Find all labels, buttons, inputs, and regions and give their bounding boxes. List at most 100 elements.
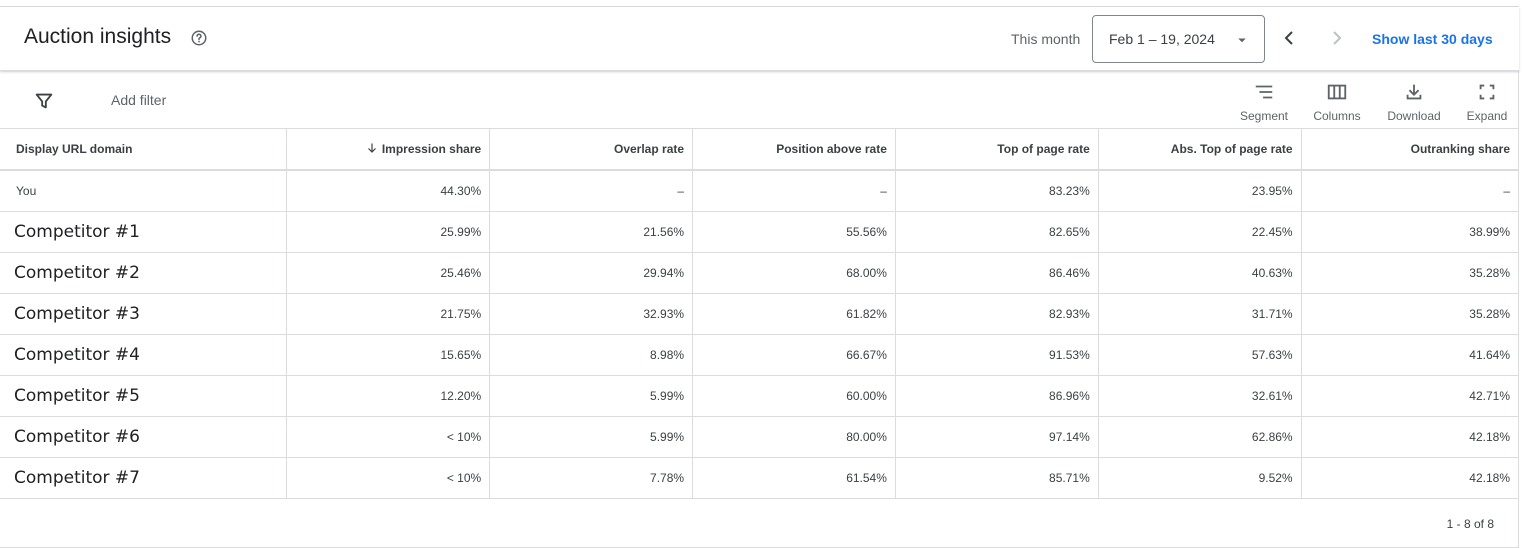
columns-icon [1327, 84, 1347, 100]
page-title: Auction insights [24, 25, 172, 48]
auction-insights-card: Auction insights This month Feb 1 – 19, … [0, 6, 1519, 548]
domain-cell: Competitor #7 [0, 457, 288, 499]
table-row: Competitor #4 15.65% 8.98% 66.67% 91.53%… [0, 334, 1518, 376]
top-of-page-rate-cell: 82.65% [895, 211, 1099, 253]
expand-label: Expand [1466, 109, 1508, 123]
abs-top-of-page-rate-cell: 57.63% [1098, 334, 1302, 376]
domain-cell: Competitor #3 [0, 293, 288, 335]
download-button[interactable]: Download [1383, 81, 1445, 125]
abs-top-of-page-rate-cell: 40.63% [1098, 252, 1302, 294]
segment-icon [1255, 85, 1273, 99]
column-header-label: Impression share [381, 142, 482, 156]
column-header-top-of-page-rate[interactable]: Top of page rate [895, 129, 1099, 171]
top-of-page-rate-cell: 86.96% [895, 375, 1099, 417]
impression-share-cell: 21.75% [286, 293, 491, 335]
download-icon [1406, 84, 1422, 100]
abs-top-of-page-rate-cell: 23.95% [1098, 170, 1302, 212]
overlap-rate-cell: 5.99% [489, 375, 694, 417]
position-above-rate-cell: 60.00% [692, 375, 896, 417]
top-of-page-rate-cell: 91.53% [895, 334, 1099, 376]
domain-cell: Competitor #2 [0, 252, 288, 294]
date-range-value: Feb 1 – 19, 2024 [1109, 31, 1215, 47]
download-label: Download [1387, 109, 1441, 123]
auction-insights-table: Display URL domain Impression share Over… [0, 129, 1518, 499]
overlap-rate-cell: 21.56% [489, 211, 694, 253]
overlap-rate-cell: 7.78% [489, 457, 694, 499]
outranking-share-cell: 42.71% [1301, 375, 1518, 417]
position-above-rate-cell: 61.82% [692, 293, 896, 335]
chevron-right-icon[interactable] [1325, 26, 1349, 50]
range-label: This month [1011, 31, 1081, 47]
top-of-page-rate-cell: 85.71% [895, 457, 1099, 499]
domain-cell: Competitor #6 [0, 416, 288, 458]
column-header-label: Outranking share [1410, 142, 1510, 156]
column-header-label: Position above rate [776, 142, 887, 156]
outranking-share-cell: 42.18% [1301, 457, 1518, 499]
abs-top-of-page-rate-cell: 9.52% [1098, 457, 1302, 499]
position-above-rate-cell: 66.67% [692, 334, 896, 376]
abs-top-of-page-rate-cell: 31.71% [1098, 293, 1302, 335]
sort-down-arrow-icon [367, 143, 376, 153]
columns-label: Columns [1313, 109, 1361, 123]
column-header-domain[interactable]: Display URL domain [0, 129, 288, 171]
expand-button[interactable]: Expand [1462, 81, 1512, 125]
column-header-outranking-share[interactable]: Outranking share [1301, 129, 1518, 171]
show-last-30-days-link[interactable]: Show last 30 days [1372, 31, 1493, 47]
column-header-overlap-rate[interactable]: Overlap rate [489, 129, 694, 171]
impression-share-cell: 12.20% [286, 375, 491, 417]
date-range-select[interactable]: Feb 1 – 19, 2024 [1092, 15, 1265, 63]
position-above-rate-cell: 61.54% [692, 457, 896, 499]
abs-top-of-page-rate-cell: 62.86% [1098, 416, 1302, 458]
filter-icon[interactable] [33, 90, 55, 112]
table-row: You 44.30% – – 83.23% 23.95% – [0, 170, 1518, 212]
abs-top-of-page-rate-cell: 22.45% [1098, 211, 1302, 253]
impression-share-cell: 15.65% [286, 334, 491, 376]
table-row: Competitor #6 < 10% 5.99% 80.00% 97.14% … [0, 416, 1518, 458]
table-row: Competitor #7 < 10% 7.78% 61.54% 85.71% … [0, 457, 1518, 499]
columns-button[interactable]: Columns [1309, 81, 1365, 125]
column-header-label: Abs. Top of page rate [1170, 142, 1293, 156]
add-filter-button[interactable]: Add filter [111, 92, 167, 108]
column-header-abs-top-of-page-rate[interactable]: Abs. Top of page rate [1098, 129, 1302, 171]
pagination-summary: 1 - 8 of 8 [1446, 517, 1494, 531]
help-circle-icon[interactable] [190, 29, 208, 47]
domain-cell: Competitor #4 [0, 334, 288, 376]
outranking-share-cell: 35.28% [1301, 293, 1518, 335]
abs-top-of-page-rate-cell: 32.61% [1098, 375, 1302, 417]
outranking-share-cell: 41.64% [1301, 334, 1518, 376]
chevron-left-icon[interactable] [1277, 26, 1301, 50]
top-of-page-rate-cell: 97.14% [895, 416, 1099, 458]
segment-label: Segment [1239, 109, 1289, 123]
segment-button[interactable]: Segment [1236, 81, 1292, 125]
overlap-rate-cell: 32.93% [489, 293, 694, 335]
column-header-label: Overlap rate [614, 142, 685, 156]
card-header: Auction insights This month Feb 1 – 19, … [0, 7, 1519, 71]
overlap-rate-cell: 29.94% [489, 252, 694, 294]
table-row: Competitor #1 25.99% 21.56% 55.56% 82.65… [0, 211, 1518, 253]
table-row: Competitor #3 21.75% 32.93% 61.82% 82.93… [0, 293, 1518, 335]
domain-cell: Competitor #5 [0, 375, 288, 417]
column-header-impression-share[interactable]: Impression share [286, 129, 491, 171]
outranking-share-cell: 42.18% [1301, 416, 1518, 458]
domain-cell: You [0, 170, 288, 212]
dropdown-caret-icon [1238, 38, 1246, 43]
overlap-rate-cell: – [489, 170, 694, 212]
top-of-page-rate-cell: 86.46% [895, 252, 1099, 294]
expand-icon [1479, 84, 1495, 100]
position-above-rate-cell: 80.00% [692, 416, 896, 458]
column-header-label: Display URL domain [16, 142, 133, 156]
table-row: Competitor #2 25.46% 29.94% 68.00% 86.46… [0, 252, 1518, 294]
outranking-share-cell: 35.28% [1301, 252, 1518, 294]
table-header-row: Display URL domain Impression share Over… [0, 129, 1518, 171]
outranking-share-cell: – [1301, 170, 1518, 212]
top-of-page-rate-cell: 83.23% [895, 170, 1099, 212]
table-toolbar: Add filter Segment Columns Download [0, 72, 1519, 129]
outranking-share-cell: 38.99% [1301, 211, 1518, 253]
top-of-page-rate-cell: 82.93% [895, 293, 1099, 335]
column-header-position-above-rate[interactable]: Position above rate [692, 129, 896, 171]
overlap-rate-cell: 5.99% [489, 416, 694, 458]
position-above-rate-cell: – [692, 170, 896, 212]
impression-share-cell: 44.30% [286, 170, 491, 212]
column-header-label: Top of page rate [997, 142, 1090, 156]
table-row: Competitor #5 12.20% 5.99% 60.00% 86.96%… [0, 375, 1518, 417]
